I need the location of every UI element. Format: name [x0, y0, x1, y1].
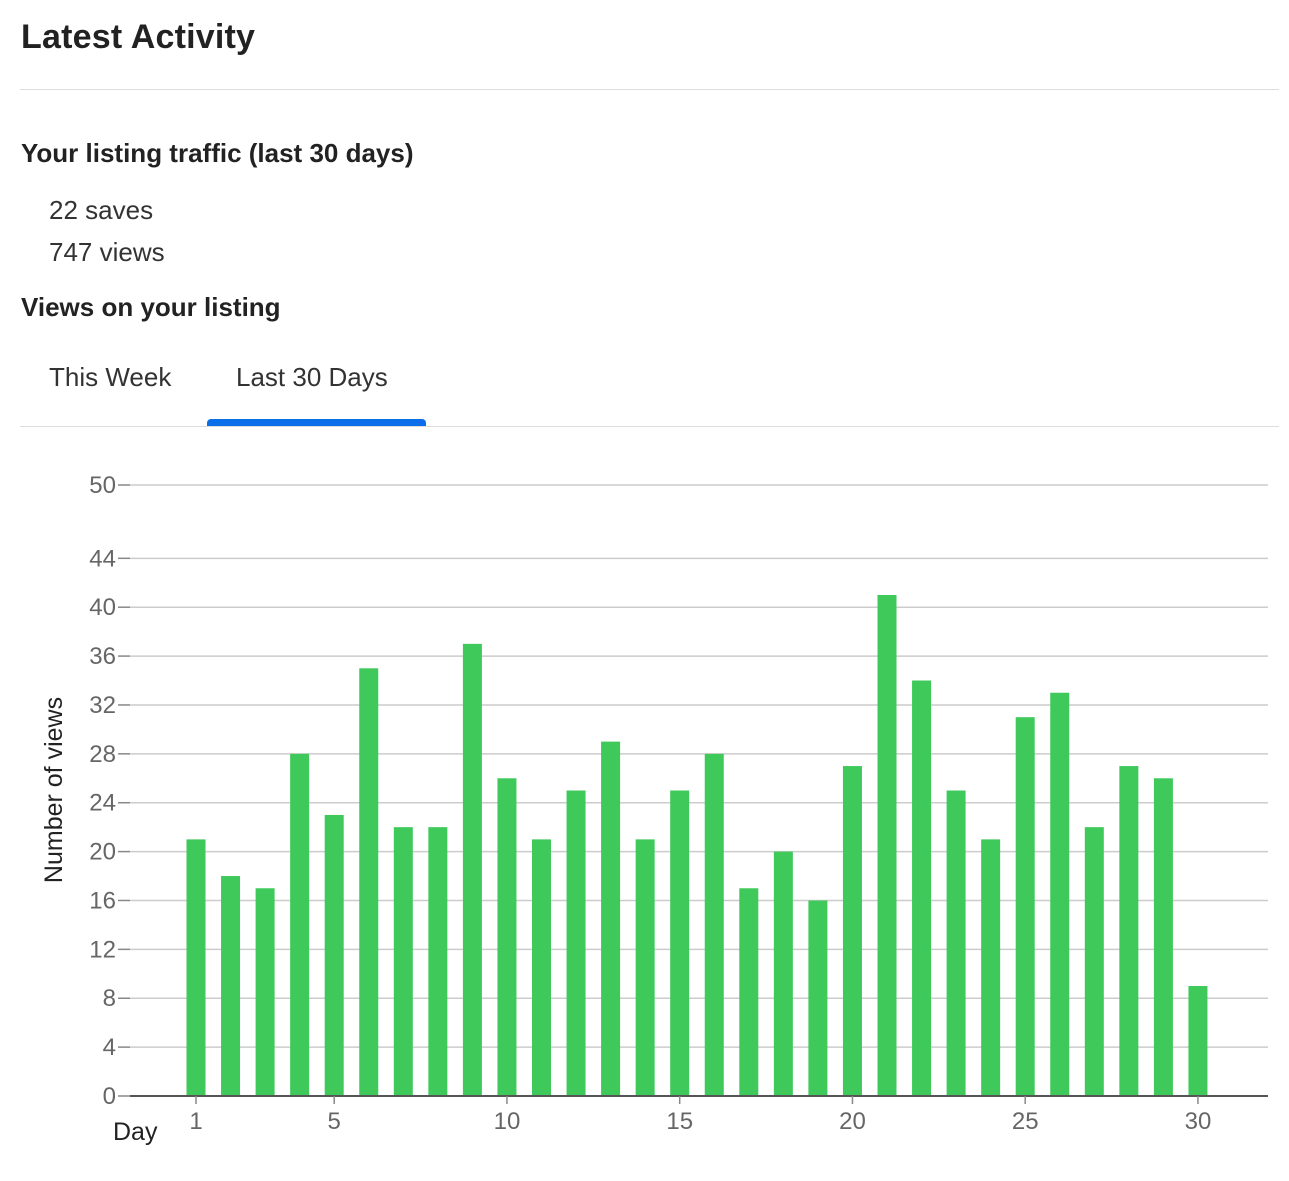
x-tick-label: 10: [494, 1108, 521, 1135]
bar-day-6: [359, 668, 379, 1096]
views-count: 747 views: [49, 237, 165, 267]
tab-last-30-days[interactable]: Last 30 Days: [236, 362, 388, 392]
bar-day-2: [221, 876, 241, 1096]
y-tick-label: 16: [89, 887, 116, 914]
chart-bars: [186, 594, 1208, 1096]
bar-day-4: [290, 753, 310, 1096]
views-heading: Views on your listing: [21, 292, 281, 322]
bar-day-10: [497, 778, 517, 1096]
y-tick-label: 4: [103, 1034, 116, 1061]
traffic-heading: Your listing traffic (last 30 days): [21, 138, 414, 168]
x-tick-label: 5: [328, 1108, 341, 1135]
bar-day-28: [1119, 766, 1139, 1096]
header-divider: [20, 89, 1279, 90]
y-tick-label: 0: [103, 1083, 116, 1110]
chart-gridlines: [130, 484, 1268, 1048]
bar-day-18: [773, 851, 793, 1096]
bar-day-21: [877, 594, 897, 1096]
y-tick-label: 50: [89, 472, 116, 499]
x-tick-label: 30: [1185, 1108, 1212, 1135]
y-tick-label: 20: [89, 839, 116, 866]
y-tick-label: 28: [89, 741, 116, 768]
bar-day-30: [1188, 986, 1208, 1096]
y-tick-label: 8: [103, 985, 116, 1012]
bar-day-22: [912, 680, 932, 1096]
y-tick-label: 12: [89, 936, 116, 963]
bar-day-14: [635, 839, 655, 1096]
bar-day-3: [255, 888, 275, 1096]
y-tick-label: 40: [89, 594, 116, 621]
bar-day-7: [393, 827, 413, 1096]
bar-day-11: [532, 839, 551, 1096]
bar-day-24: [981, 839, 1001, 1096]
y-tick-label: 44: [89, 545, 116, 572]
x-tick-label: 25: [1012, 1108, 1039, 1135]
x-tick-label: 1: [189, 1108, 202, 1135]
bar-day-9: [462, 643, 482, 1096]
bar-day-27: [1084, 827, 1104, 1096]
bar-day-20: [842, 766, 862, 1096]
bar-day-17: [739, 888, 759, 1096]
y-axis-title: Number of views: [40, 697, 68, 883]
bar-day-8: [428, 827, 448, 1096]
bar-day-1: [186, 839, 206, 1096]
saves-count: 22 saves: [49, 195, 154, 225]
bar-day-13: [601, 741, 621, 1096]
y-tick-label: 32: [89, 692, 116, 719]
tab-this-week[interactable]: This Week: [49, 362, 172, 392]
bar-day-25: [1015, 717, 1035, 1096]
bar-day-26: [1050, 692, 1070, 1096]
bar-day-16: [704, 753, 724, 1096]
bar-day-5: [324, 814, 344, 1096]
bar-day-12: [566, 790, 586, 1096]
bar-day-15: [670, 790, 690, 1096]
page-title: Latest Activity: [21, 18, 256, 56]
bar-day-19: [808, 900, 828, 1096]
tabs-divider: [20, 426, 1279, 427]
active-tab-indicator: [207, 419, 426, 426]
x-tick-label: 15: [666, 1108, 693, 1135]
x-tick-label: 20: [839, 1108, 866, 1135]
bar-day-23: [946, 790, 966, 1096]
x-axis-title: Day: [113, 1118, 158, 1146]
bar-day-29: [1153, 778, 1173, 1096]
y-tick-label: 24: [89, 790, 116, 817]
y-tick-label: 36: [89, 643, 116, 670]
